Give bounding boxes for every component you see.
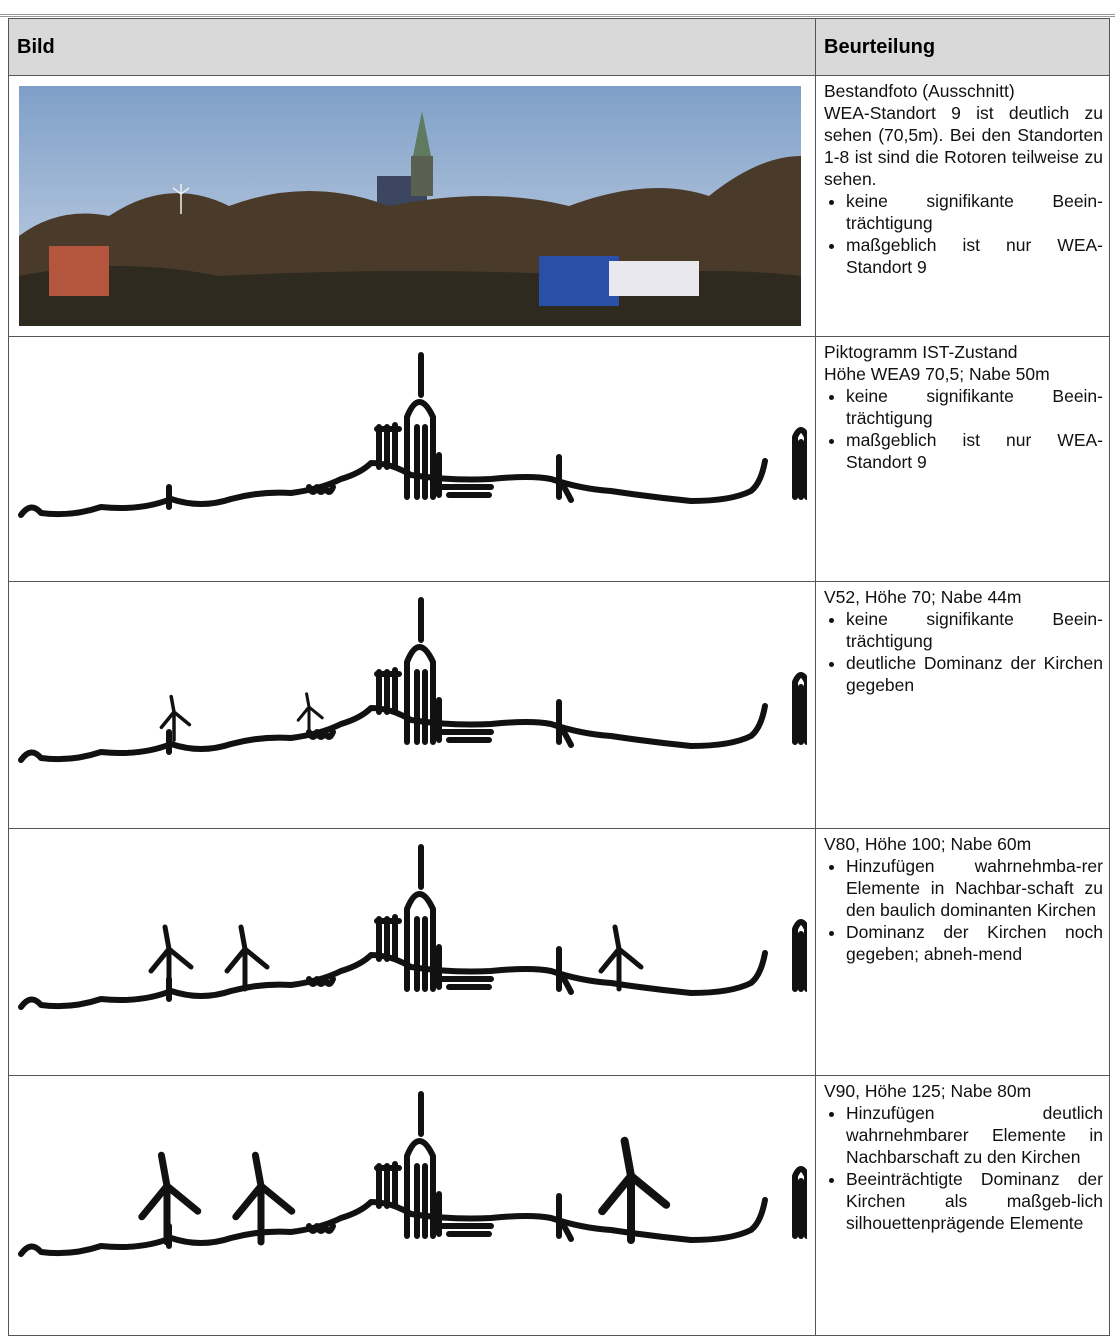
- bullet: keine signifikante Beein-trächtigung: [846, 385, 1103, 429]
- assessment-cell: V80, Höhe 100; Nabe 60mHinzufügen wahrne…: [816, 829, 1110, 1076]
- bullet: keine signifikante Beein-trächtigung: [846, 190, 1103, 234]
- bullet: deutliche Dominanz der Kirchen gegeben: [846, 652, 1103, 696]
- row-title: Piktogramm IST-Zustand: [824, 341, 1103, 363]
- bullet: keine signifikante Beein-trächtigung: [846, 608, 1103, 652]
- row-title: V80, Höhe 100; Nabe 60m: [824, 833, 1103, 855]
- row: V80, Höhe 100; Nabe 60mHinzufügen wahrne…: [9, 829, 1110, 1076]
- bullet: Dominanz der Kirchen noch gegeben; abneh…: [846, 921, 1103, 965]
- bullet-list: Hinzufügen deutlich wahrnehmbarer Elemen…: [824, 1102, 1103, 1234]
- sketch: [9, 1076, 807, 1316]
- sketch: [9, 337, 807, 581]
- row-title: Bestandfoto (Ausschnitt): [824, 80, 1103, 102]
- assessment-table: Bild Beurteilung Bestandfoto (Ausschnitt…: [8, 18, 1110, 1336]
- bullet: Hinzufügen wahrnehmba-rer Elemente in Na…: [846, 855, 1103, 921]
- photo: [19, 86, 809, 336]
- assessment-text: V90, Höhe 125; Nabe 80mHinzufügen deutli…: [816, 1076, 1109, 1234]
- column-header: Beurteilung: [816, 19, 1110, 76]
- assessment-text: Bestandfoto (Ausschnitt)WEA-Standort 9 i…: [816, 76, 1109, 278]
- assessment-text: V80, Höhe 100; Nabe 60mHinzufügen wahrne…: [816, 829, 1109, 965]
- bullet-list: keine signifikante Beein-trächtigungmaßg…: [824, 385, 1103, 473]
- row: Bestandfoto (Ausschnitt)WEA-Standort 9 i…: [9, 76, 1110, 337]
- column-header: Bild: [9, 19, 816, 76]
- assessment-cell: Bestandfoto (Ausschnitt)WEA-Standort 9 i…: [816, 76, 1110, 337]
- bullet-list: Hinzufügen wahrnehmba-rer Elemente in Na…: [824, 855, 1103, 965]
- row: V52, Höhe 70; Nabe 44mkeine signifikante…: [9, 582, 1110, 829]
- sketch: [9, 829, 807, 1075]
- cropped-header: [0, 0, 1115, 17]
- image-cell: [9, 582, 816, 829]
- bullet: maßgeblich ist nur WEA-Standort 9: [846, 234, 1103, 278]
- image-cell: [9, 76, 816, 337]
- assessment-cell: V90, Höhe 125; Nabe 80mHinzufügen deutli…: [816, 1076, 1110, 1336]
- bullet: maßgeblich ist nur WEA-Standort 9: [846, 429, 1103, 473]
- bullet-list: keine signifikante Beein-trächtigungdeut…: [824, 608, 1103, 696]
- header-row: Bild Beurteilung: [9, 19, 1110, 76]
- row-title: V52, Höhe 70; Nabe 44m: [824, 586, 1103, 608]
- image-cell: [9, 1076, 816, 1336]
- bullet-list: keine signifikante Beein-trächtigungmaßg…: [824, 190, 1103, 278]
- bullet: Hinzufügen deutlich wahrnehmbarer Elemen…: [846, 1102, 1103, 1168]
- row-text: WEA-Standort 9 ist deutlich zu sehen (70…: [824, 102, 1103, 190]
- row-title: V90, Höhe 125; Nabe 80m: [824, 1080, 1103, 1102]
- image-cell: [9, 337, 816, 582]
- row-text: Höhe WEA9 70,5; Nabe 50m: [824, 363, 1103, 385]
- assessment-text: V52, Höhe 70; Nabe 44mkeine signifikante…: [816, 582, 1109, 696]
- page: {"header": {"columns": ["Bild", "Beurtei…: [0, 0, 1115, 1314]
- sketch: [9, 582, 807, 828]
- assessment-cell: V52, Höhe 70; Nabe 44mkeine signifikante…: [816, 582, 1110, 829]
- image-cell: [9, 829, 816, 1076]
- row: V90, Höhe 125; Nabe 80mHinzufügen deutli…: [9, 1076, 1110, 1336]
- bullet: Beeinträchtigte Dominanz der Kirchen als…: [846, 1168, 1103, 1234]
